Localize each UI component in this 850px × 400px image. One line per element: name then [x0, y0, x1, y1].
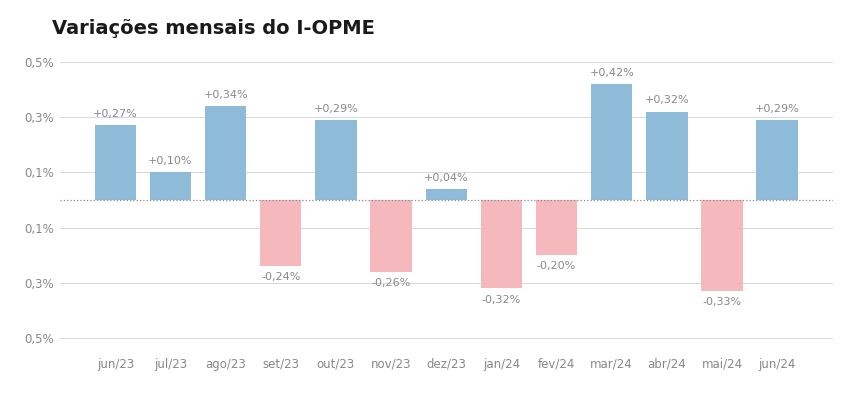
- Bar: [371, 200, 411, 272]
- Text: -0,33%: -0,33%: [702, 297, 741, 307]
- Bar: [315, 120, 357, 200]
- Bar: [426, 189, 467, 200]
- Bar: [205, 106, 246, 200]
- Bar: [481, 200, 522, 288]
- Text: -0,20%: -0,20%: [537, 261, 576, 271]
- Bar: [591, 84, 632, 200]
- Bar: [260, 200, 302, 266]
- Text: +0,42%: +0,42%: [589, 68, 634, 78]
- Bar: [646, 112, 688, 200]
- Text: +0,04%: +0,04%: [424, 173, 468, 183]
- Text: +0,10%: +0,10%: [148, 156, 193, 166]
- Text: +0,29%: +0,29%: [314, 104, 359, 114]
- Text: Variações mensais do I-OPME: Variações mensais do I-OPME: [52, 19, 375, 38]
- Text: +0,34%: +0,34%: [203, 90, 248, 100]
- Text: +0,32%: +0,32%: [644, 96, 689, 106]
- Text: +0,29%: +0,29%: [755, 104, 800, 114]
- Bar: [701, 200, 743, 291]
- Bar: [94, 125, 136, 200]
- Text: -0,26%: -0,26%: [371, 278, 411, 288]
- Text: -0,32%: -0,32%: [482, 294, 521, 304]
- Bar: [756, 120, 798, 200]
- Text: -0,24%: -0,24%: [261, 272, 301, 282]
- Bar: [150, 172, 191, 200]
- Bar: [536, 200, 577, 255]
- Text: +0,27%: +0,27%: [93, 109, 138, 119]
